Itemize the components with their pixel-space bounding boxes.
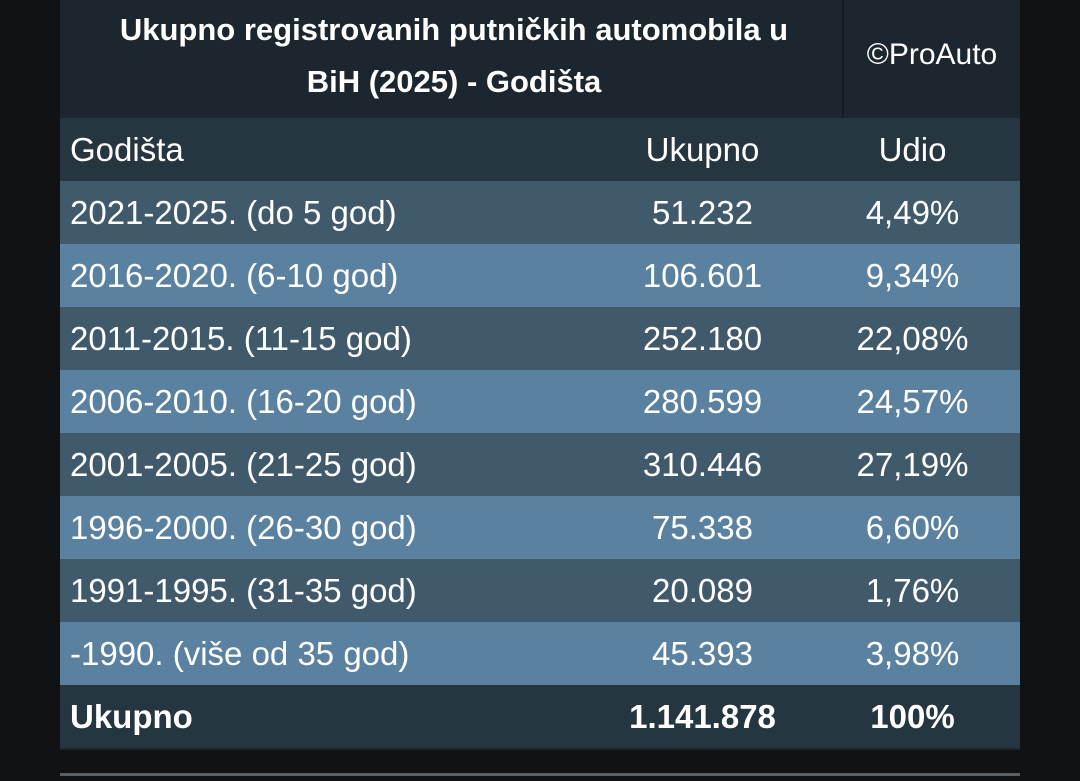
- row-label: 2021-2025. (do 5 god): [70, 193, 397, 231]
- row-share: 27,19%: [856, 445, 969, 483]
- row-label: 1991-1995. (31-35 god): [70, 571, 417, 609]
- row-share: 3,98%: [865, 634, 960, 672]
- table-title: Ukupno registrovanih putničkih automobil…: [70, 4, 838, 108]
- column-header-ukupno: Ukupno: [645, 130, 760, 168]
- row-share: 24,57%: [856, 382, 969, 420]
- table-frame: Ukupno registrovanih putničkih automobil…: [60, 0, 1020, 750]
- table-row: 2016-2020. (6-10 god) 106.601 9,34%: [60, 244, 1020, 307]
- row-count: 310.446: [642, 445, 763, 483]
- table-row: 2001-2005. (21-25 god) 310.446 27,19%: [60, 433, 1020, 496]
- total-share: 100%: [870, 697, 955, 735]
- row-share: 1,76%: [865, 571, 960, 609]
- row-count: 45.393: [652, 634, 753, 672]
- data-table: Godišta Ukupno Udio 2021-2025. (do 5 god…: [60, 118, 1020, 748]
- table-row: 2006-2010. (16-20 god) 280.599 24,57%: [60, 370, 1020, 433]
- row-share: 6,60%: [865, 508, 960, 546]
- row-share: 22,08%: [856, 319, 969, 357]
- brand-label: ©ProAuto: [866, 38, 998, 71]
- row-label: 2011-2015. (11-15 god): [70, 319, 412, 357]
- table-row: 2011-2015. (11-15 god) 252.180 22,08%: [60, 307, 1020, 370]
- title-line-2: BiH (2025) - Godišta: [306, 64, 602, 99]
- row-label: -1990. (više od 35 god): [70, 634, 410, 672]
- bottom-divider: [60, 773, 1020, 776]
- column-header-udio: Udio: [878, 130, 947, 168]
- row-count: 20.089: [652, 571, 753, 609]
- title-line-1: Ukupno registrovanih putničkih automobil…: [119, 12, 789, 47]
- total-count: 1.141.878: [629, 697, 776, 735]
- row-label: 2001-2005. (21-25 god): [70, 445, 417, 483]
- table-row: 2021-2025. (do 5 god) 51.232 4,49%: [60, 181, 1020, 244]
- table-header-row: Godišta Ukupno Udio: [60, 118, 1020, 181]
- table-row: 1991-1995. (31-35 god) 20.089 1,76%: [60, 559, 1020, 622]
- row-share: 4,49%: [865, 193, 960, 231]
- row-count: 75.338: [652, 508, 753, 546]
- row-count: 252.180: [642, 319, 763, 357]
- row-count: 106.601: [642, 256, 763, 294]
- table-row: -1990. (više od 35 god) 45.393 3,98%: [60, 622, 1020, 685]
- title-divider: [842, 0, 844, 118]
- row-label: 1996-2000. (26-30 god): [70, 508, 417, 546]
- column-header-godista: Godišta: [70, 130, 184, 168]
- table-row: 1996-2000. (26-30 god) 75.338 6,60%: [60, 496, 1020, 559]
- total-label: Ukupno: [70, 697, 193, 735]
- title-row: Ukupno registrovanih putničkih automobil…: [60, 0, 1020, 118]
- row-share: 9,34%: [865, 256, 960, 294]
- table-total-row: Ukupno 1.141.878 100%: [60, 685, 1020, 748]
- row-count: 280.599: [642, 382, 763, 420]
- row-label: 2016-2020. (6-10 god): [70, 256, 399, 294]
- row-label: 2006-2010. (16-20 god): [70, 382, 417, 420]
- row-count: 51.232: [652, 193, 753, 231]
